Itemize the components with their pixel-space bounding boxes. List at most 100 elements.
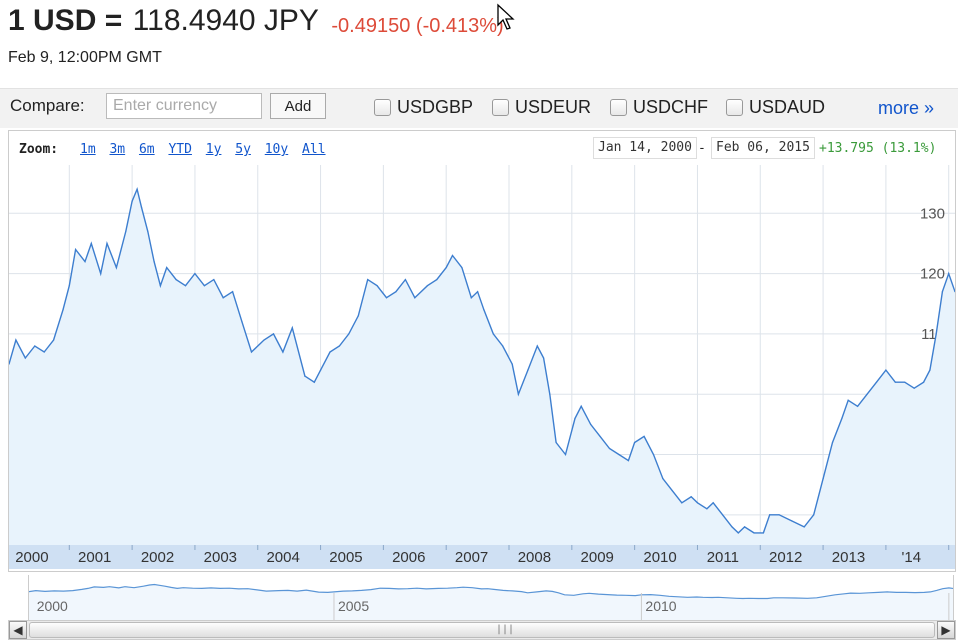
data-point: [357, 315, 359, 317]
compare-currency-input[interactable]: [106, 93, 262, 119]
data-point: [52, 339, 55, 341]
data-point: [140, 206, 143, 208]
data-point: [941, 291, 944, 293]
data-point: [304, 375, 306, 377]
data-point: [445, 266, 447, 269]
data-point: [706, 508, 708, 510]
zoom-3m-link[interactable]: 3m: [109, 142, 126, 157]
quote-base: 1 USD =: [8, 4, 123, 37]
checkbox-icon[interactable]: [726, 99, 743, 116]
checkbox-icon[interactable]: [492, 99, 509, 116]
data-point: [580, 405, 582, 407]
zoom-5y-link[interactable]: 5y: [235, 142, 251, 157]
checkbox-icon[interactable]: [610, 99, 627, 116]
data-point: [847, 399, 849, 401]
data-point: [743, 526, 746, 528]
data-point: [241, 321, 243, 323]
range-end-date[interactable]: Feb 06, 2015: [711, 137, 815, 159]
data-point: [913, 387, 915, 389]
data-point: [555, 441, 557, 444]
data-point: [43, 351, 45, 353]
data-point: [549, 393, 551, 395]
scrollbar-thumb[interactable]: |||: [29, 622, 935, 638]
data-point: [291, 327, 293, 329]
chart-plot-area[interactable]: 8090100110120130140200020012002200320042…: [9, 165, 955, 571]
data-point: [662, 478, 664, 480]
x-tick-label: 2004: [266, 549, 299, 566]
zoom-1m-link[interactable]: 1m: [80, 142, 96, 157]
scroll-left-icon[interactable]: ◀: [9, 621, 27, 639]
data-point: [477, 291, 479, 293]
data-point: [762, 532, 765, 534]
data-point: [690, 496, 692, 498]
data-point: [232, 291, 234, 293]
data-point: [100, 273, 102, 275]
zoom-toolbar: Zoom: 1m 3m 6m YTD 1y 5y 10y All Jan 14,…: [9, 131, 955, 165]
quote-header: 1 USD = 118.4940 JPY -0.49150 (-0.413%): [8, 4, 504, 38]
range-change: +13.795 (13.1%): [819, 141, 937, 156]
range-navigator[interactable]: 2000 2005 2010 20: [28, 575, 954, 621]
data-point: [175, 279, 177, 281]
zoom-ytd-link[interactable]: YTD: [168, 142, 192, 157]
data-point: [166, 266, 168, 269]
data-point: [954, 291, 955, 293]
x-tick-label: 2013: [832, 549, 865, 566]
zoom-10y-link[interactable]: 10y: [264, 142, 289, 157]
zoom-label: Zoom:: [19, 142, 59, 157]
y-tick-label: 130: [920, 205, 945, 222]
data-point: [527, 369, 529, 371]
x-tick-label: 2002: [141, 549, 174, 566]
data-point: [608, 447, 611, 450]
zoom-6m-link[interactable]: 6m: [138, 142, 155, 157]
data-point: [385, 297, 388, 299]
x-tick-label: 2000: [15, 549, 48, 566]
data-point: [203, 285, 205, 287]
data-point: [643, 435, 645, 438]
range-start-date[interactable]: Jan 14, 2000: [593, 137, 697, 159]
navigator-scrollbar[interactable]: ◀ ||| ▶: [8, 620, 956, 640]
data-point: [721, 514, 724, 516]
more-currencies-link[interactable]: more »: [878, 98, 935, 118]
add-compare-button[interactable]: Add: [270, 93, 326, 119]
zoom-all-link[interactable]: All: [302, 142, 326, 157]
data-point: [652, 453, 655, 456]
compare-checkbox-usdaud[interactable]: USDAUD: [726, 97, 825, 118]
x-tick-label: 2003: [204, 549, 237, 566]
data-point: [9, 363, 10, 365]
compare-label: Compare:: [10, 96, 85, 115]
data-point: [483, 309, 485, 311]
data-point: [590, 423, 592, 425]
data-point: [263, 339, 265, 341]
data-point: [778, 514, 780, 516]
data-point: [618, 453, 620, 456]
price-chart: Zoom: 1m 3m 6m YTD 1y 5y 10y All Jan 14,…: [8, 130, 956, 572]
data-point: [461, 266, 463, 269]
navigator-plot[interactable]: 2000 2005 2010 20: [29, 575, 954, 621]
scroll-right-icon[interactable]: ▶: [937, 621, 955, 639]
checkbox-icon[interactable]: [374, 99, 391, 116]
data-point: [769, 514, 771, 516]
series-area: [9, 189, 955, 545]
zoom-1y-link[interactable]: 1y: [205, 142, 222, 157]
compare-checkbox-usdgbp[interactable]: USDGBP: [374, 97, 473, 118]
x-tick-label: 2001: [78, 549, 111, 566]
data-point: [841, 417, 843, 419]
navigator-label: 2005: [338, 598, 369, 614]
data-point: [106, 242, 108, 245]
compare-checkbox-usdchf[interactable]: USDCHF: [610, 97, 708, 118]
data-point: [502, 345, 504, 347]
data-point: [159, 285, 161, 287]
data-point: [319, 369, 322, 371]
data-point: [737, 532, 739, 534]
navigator-label: 2000: [37, 598, 68, 614]
data-point: [671, 490, 673, 492]
grip-icon: |||: [496, 624, 515, 635]
compare-bar: Compare: Add USDGBP USDEUR USDCHF USDAUD…: [0, 88, 958, 128]
data-point: [885, 369, 887, 371]
compare-checkbox-usdeur[interactable]: USDEUR: [492, 97, 591, 118]
data-point: [904, 381, 906, 383]
data-point: [194, 273, 196, 275]
data-point: [753, 532, 755, 534]
data-point: [414, 297, 416, 299]
quote-price: 118.4940 JPY: [132, 4, 319, 37]
